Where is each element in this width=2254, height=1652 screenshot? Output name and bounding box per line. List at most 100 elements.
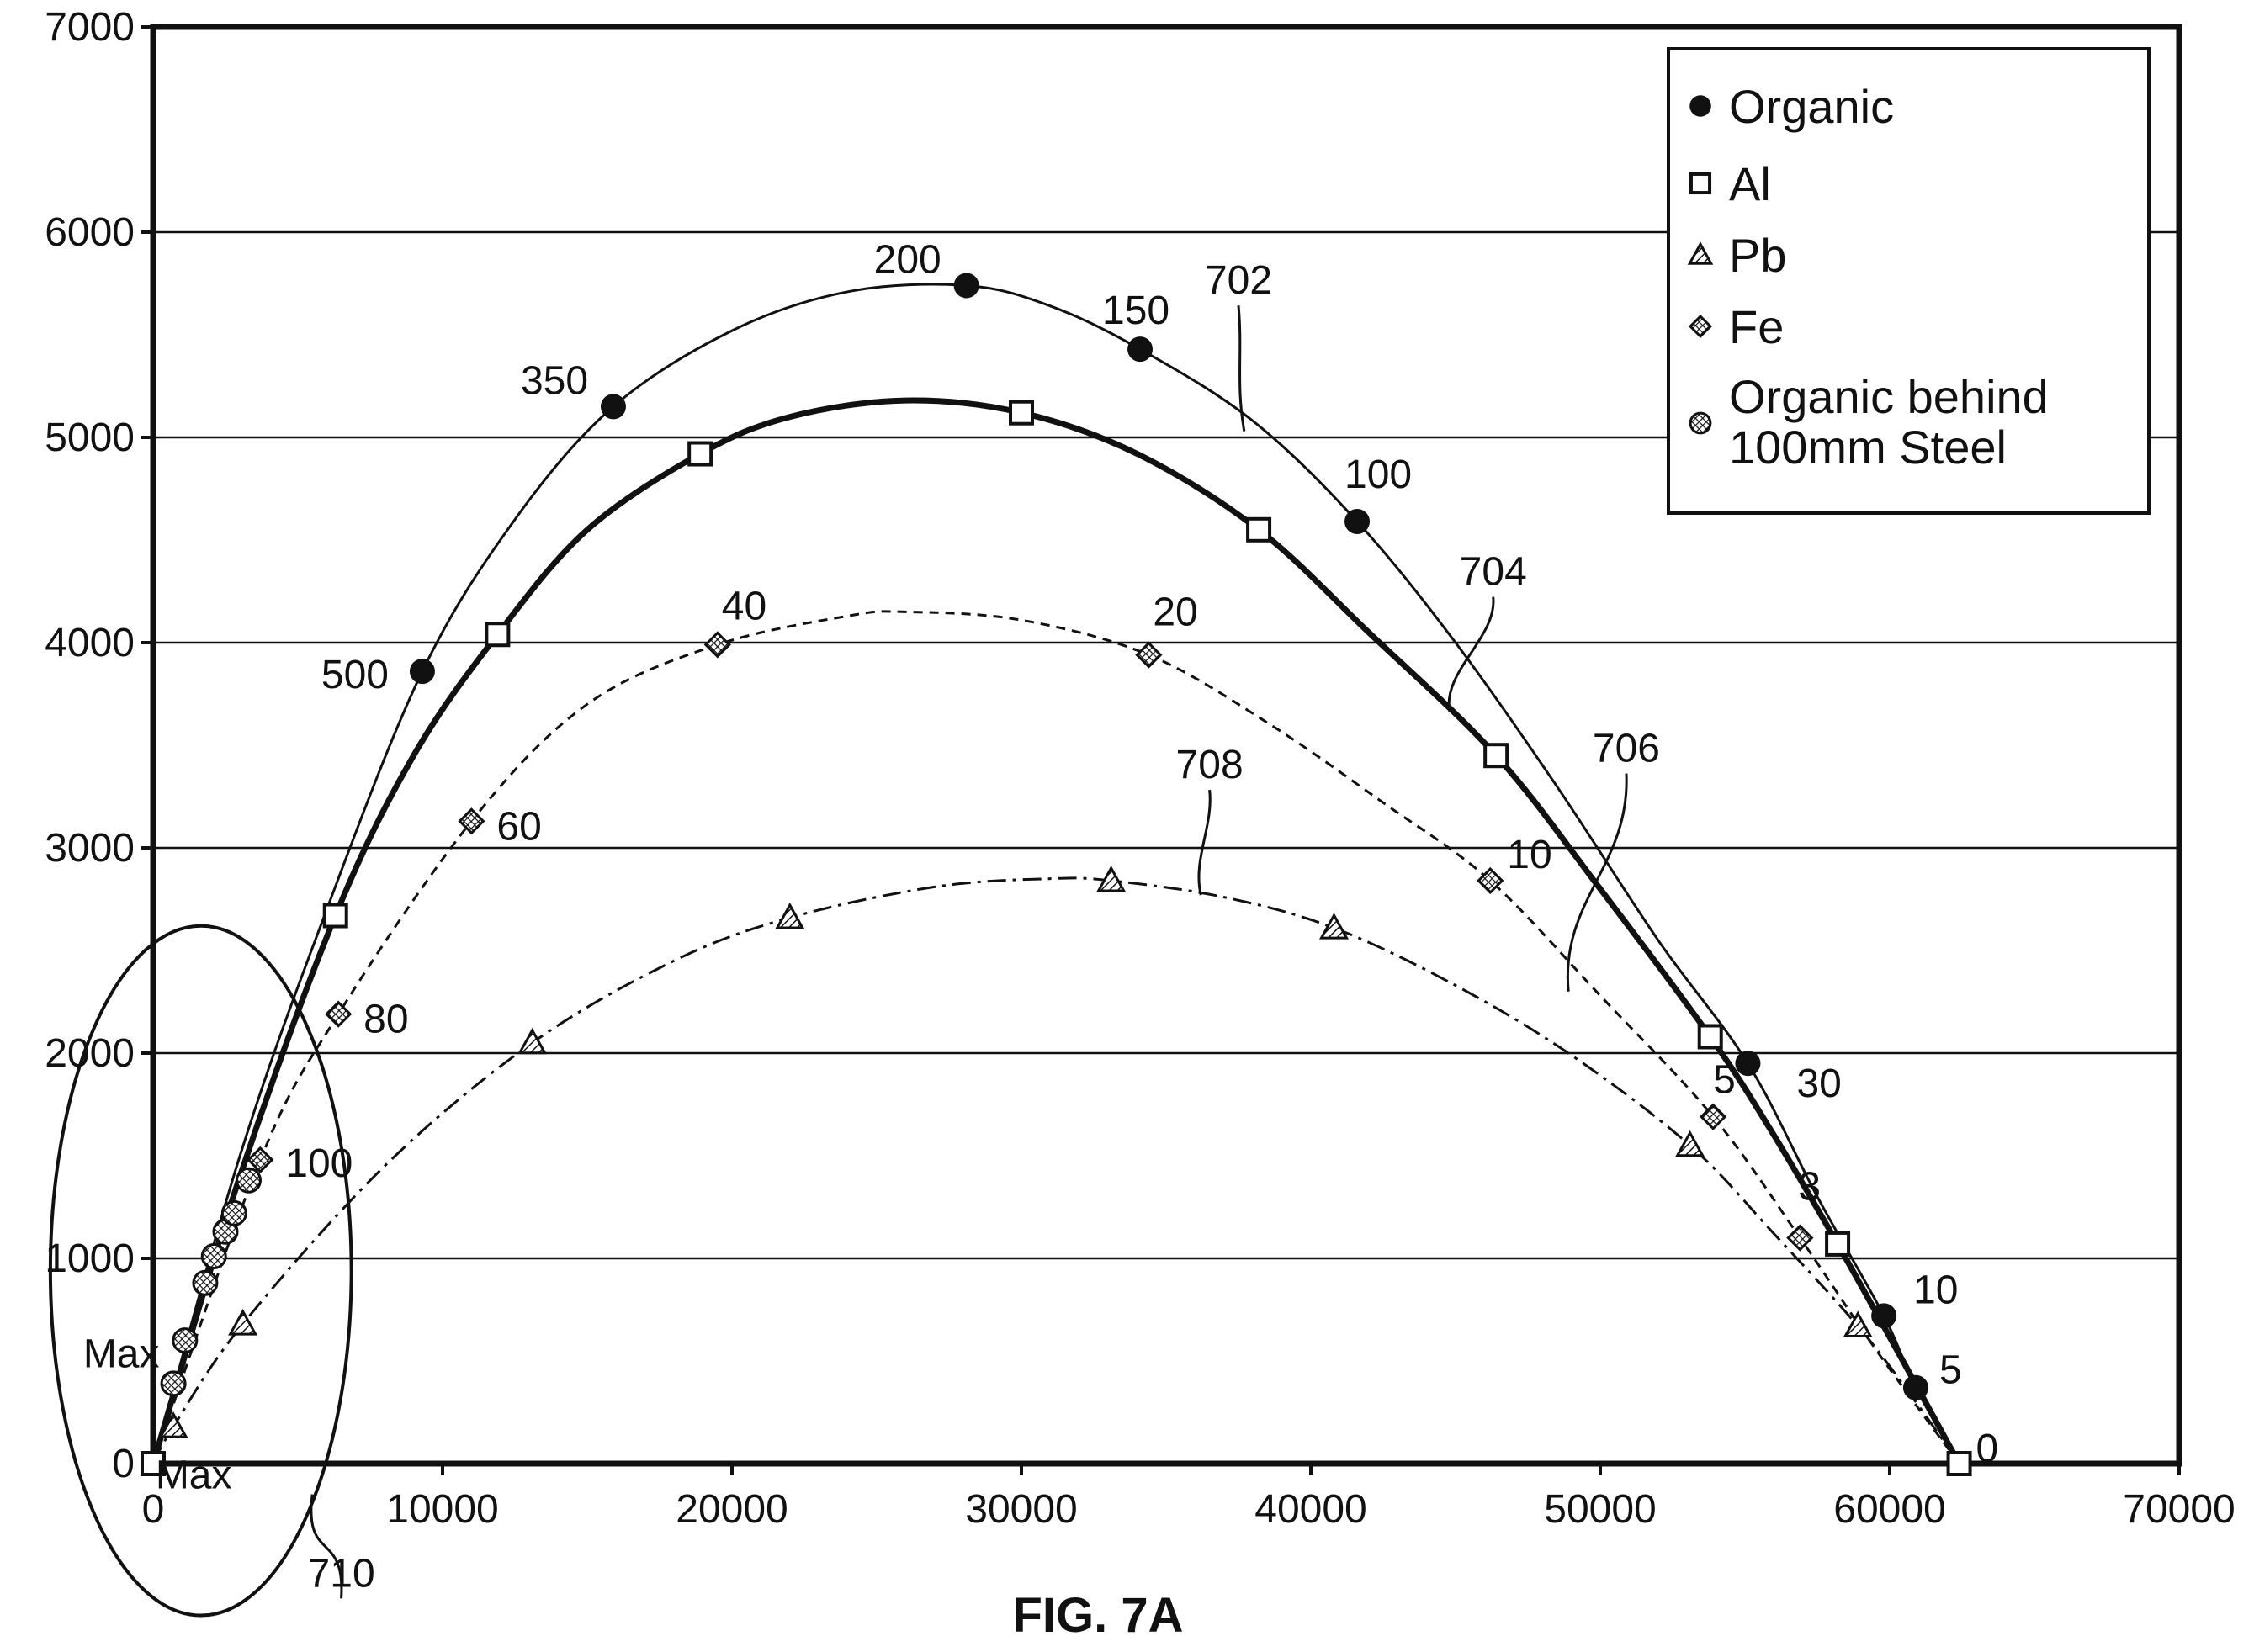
point-al xyxy=(1483,743,1509,769)
point-organic xyxy=(1344,509,1371,535)
x-tick-label: 60000 xyxy=(1833,1487,1945,1532)
point-label-organic: 5 xyxy=(1939,1348,1962,1393)
annotation-702: 702 xyxy=(1205,258,1272,303)
y-tick-label: 7000 xyxy=(45,5,135,50)
legend-label: 100mm Steel xyxy=(1729,421,2007,474)
figure-caption: FIG. 7A xyxy=(1012,1588,1183,1643)
point-pb xyxy=(1843,1310,1873,1338)
point-label-fe: 3 xyxy=(1798,1165,1821,1210)
series-markers xyxy=(141,273,1972,1476)
point-al xyxy=(322,903,348,929)
point-label-organic: 150 xyxy=(1102,289,1169,333)
point-fe xyxy=(1135,641,1163,669)
point-pb xyxy=(1675,1130,1705,1157)
x-tick-label: 0 xyxy=(142,1487,165,1532)
annotation-706: 706 xyxy=(1593,727,1660,771)
legend-marker-organic xyxy=(1689,95,1711,117)
point-al xyxy=(1697,1024,1723,1050)
annotation-708: 708 xyxy=(1176,743,1244,787)
point-organic-behind-100mm-steel xyxy=(160,1370,187,1397)
point-al xyxy=(1246,516,1272,543)
point-al xyxy=(687,441,713,467)
x-tick-label: 30000 xyxy=(965,1487,1077,1532)
annotation-max: Max xyxy=(83,1332,160,1376)
point-label-fe: 40 xyxy=(722,584,766,628)
point-organic xyxy=(409,659,435,685)
point-pb xyxy=(1318,913,1350,940)
leader-702 xyxy=(1237,305,1246,432)
legend-label: Organic xyxy=(1729,80,1894,133)
legend-label: Fe xyxy=(1729,300,1784,353)
legend-marker-organic-behind-100mm-steel xyxy=(1689,411,1712,435)
point-label-organic: 0 xyxy=(1976,1427,1999,1471)
point-al xyxy=(485,622,511,648)
point-al xyxy=(141,1451,166,1476)
region-ellipse-710 xyxy=(48,924,353,1618)
point-fe xyxy=(1700,1103,1727,1130)
point-organic-behind-100mm-steel xyxy=(220,1199,247,1226)
legend-label: Pb xyxy=(1729,229,1787,282)
annotation-704: 704 xyxy=(1460,550,1527,595)
point-pb xyxy=(1096,865,1127,892)
point-al xyxy=(1946,1451,1972,1476)
x-tick-label: 40000 xyxy=(1254,1487,1366,1532)
point-label-organic: 350 xyxy=(521,358,588,403)
point-organic xyxy=(1735,1051,1761,1077)
point-label-organic: 200 xyxy=(874,237,941,282)
point-fe xyxy=(1786,1224,1814,1252)
point-al xyxy=(1009,400,1034,426)
point-fe xyxy=(703,631,731,659)
point-fe xyxy=(458,807,485,835)
point-label-organic: 10 xyxy=(1913,1268,1958,1312)
legend-label: Al xyxy=(1729,157,1771,210)
legend-marker-fe xyxy=(1688,314,1713,339)
legend-marker-al xyxy=(1689,172,1712,195)
x-tick-label: 10000 xyxy=(386,1487,498,1532)
point-pb xyxy=(517,1027,548,1055)
point-label-fe: 5 xyxy=(1713,1058,1736,1103)
point-fe xyxy=(325,1000,353,1028)
x-tick-label: 50000 xyxy=(1544,1487,1656,1532)
leader-706 xyxy=(1566,773,1628,992)
point-label-fe: 60 xyxy=(496,804,541,849)
y-tick-label: 4000 xyxy=(45,621,135,665)
point-organic-behind-100mm-steel xyxy=(192,1269,219,1296)
curve-organic xyxy=(151,283,1960,1464)
x-tick-label: 70000 xyxy=(2123,1487,2235,1532)
annotation-max: Max xyxy=(156,1453,232,1497)
point-organic xyxy=(953,273,979,299)
point-organic-behind-100mm-steel xyxy=(236,1167,263,1194)
leader-710 xyxy=(310,1494,343,1599)
leader-708 xyxy=(1197,789,1212,896)
point-label-organic: 30 xyxy=(1796,1062,1841,1106)
point-pb xyxy=(228,1308,258,1336)
point-organic-behind-100mm-steel xyxy=(200,1243,227,1270)
legend-marker-pb xyxy=(1687,241,1714,265)
curve-al xyxy=(150,397,1962,1465)
plot-frame xyxy=(150,24,2182,1467)
legend-box xyxy=(1667,47,2151,515)
point-label-organic: 500 xyxy=(321,653,389,697)
series-curves xyxy=(150,283,1962,1465)
y-tick-label: 5000 xyxy=(45,416,135,460)
y-tick-label: 1000 xyxy=(45,1236,135,1281)
curve-pb xyxy=(151,876,1960,1464)
y-tick-label: 0 xyxy=(112,1442,135,1486)
point-fe xyxy=(247,1146,274,1174)
leader-704 xyxy=(1447,596,1495,713)
point-organic xyxy=(1902,1374,1928,1400)
point-label-fe: 20 xyxy=(1153,590,1197,635)
point-organic xyxy=(600,394,626,420)
point-pb xyxy=(775,902,805,929)
legend-label: Organic behind xyxy=(1729,370,2049,423)
point-organic xyxy=(1127,336,1154,363)
point-label-fe: 10 xyxy=(1507,833,1551,877)
point-label-fe: 80 xyxy=(363,998,408,1042)
y-tick-label: 3000 xyxy=(45,826,135,871)
point-organic-behind-100mm-steel xyxy=(172,1327,199,1354)
point-organic xyxy=(1871,1303,1897,1329)
